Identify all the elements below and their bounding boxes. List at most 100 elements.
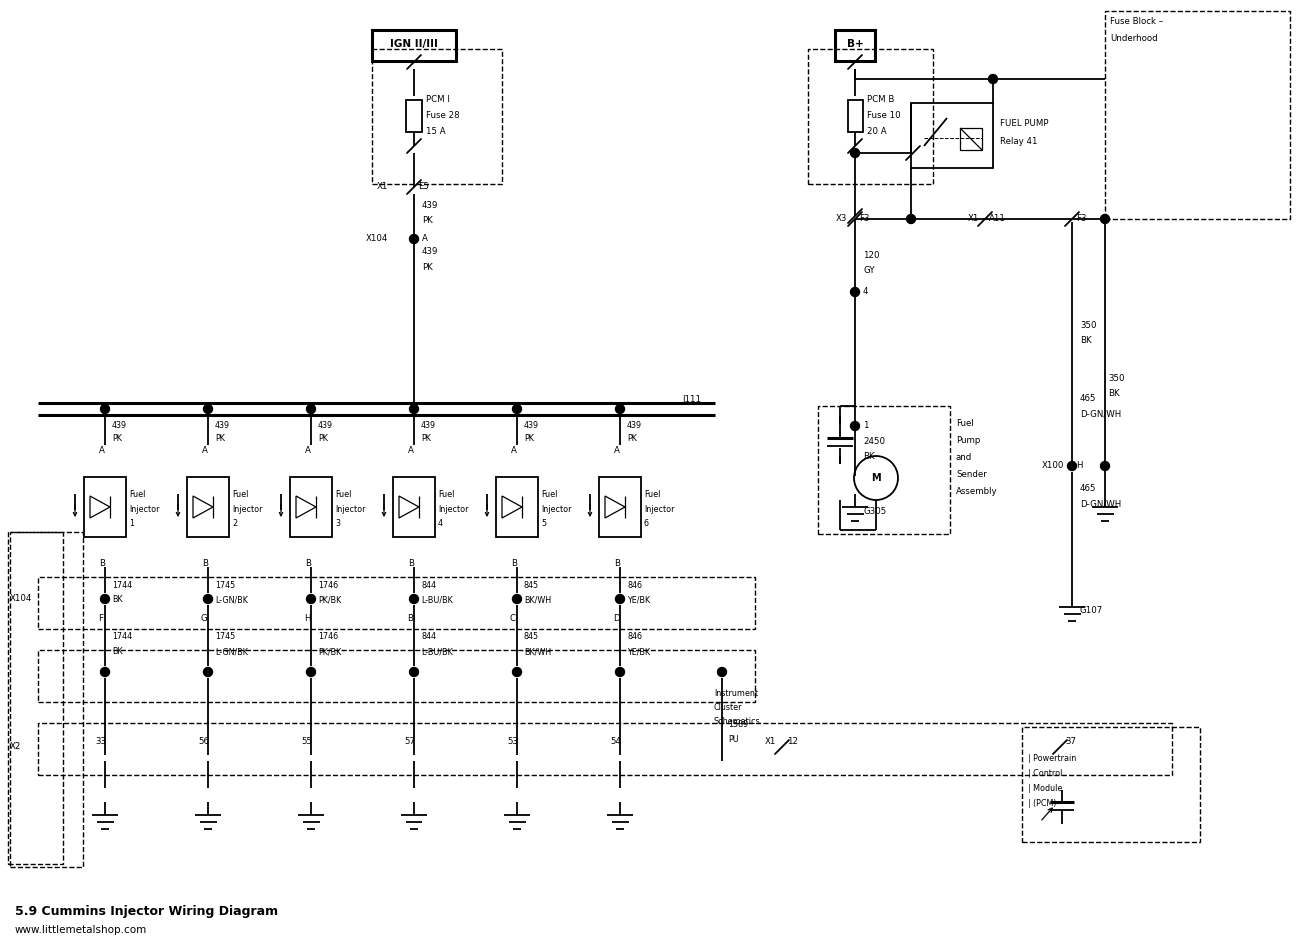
Text: B: B: [408, 559, 413, 567]
Bar: [10, 532, 83, 867]
Bar: [187, 477, 229, 537]
Text: 439: 439: [318, 420, 333, 430]
Text: BK: BK: [111, 596, 123, 604]
Text: PK: PK: [421, 434, 430, 444]
Text: PK: PK: [215, 434, 226, 444]
Text: A: A: [422, 234, 428, 244]
Text: 439: 439: [422, 201, 438, 211]
Text: BK: BK: [863, 452, 875, 462]
Text: B: B: [202, 559, 207, 567]
Circle shape: [1100, 462, 1109, 470]
Text: Injector: Injector: [232, 504, 263, 514]
Text: Pump: Pump: [956, 436, 980, 446]
Text: A: A: [305, 447, 311, 456]
Text: Fuel: Fuel: [438, 491, 455, 499]
Text: G107: G107: [1080, 606, 1103, 615]
Text: FUEL PUMP: FUEL PUMP: [1001, 120, 1048, 128]
Text: Injector: Injector: [644, 504, 674, 514]
Circle shape: [718, 667, 727, 677]
Text: A: A: [408, 447, 413, 456]
Bar: [393, 477, 435, 537]
Text: 846: 846: [627, 581, 642, 589]
Bar: [960, 128, 982, 150]
Text: 57: 57: [404, 737, 416, 747]
Text: www.littlemetalshop.com: www.littlemetalshop.com: [16, 925, 148, 935]
Circle shape: [101, 404, 109, 413]
Text: 439: 439: [215, 420, 231, 430]
Bar: [8, 532, 64, 864]
Text: PK: PK: [627, 434, 636, 444]
Text: BK: BK: [1108, 390, 1120, 398]
Text: X104: X104: [365, 234, 388, 244]
Circle shape: [101, 595, 109, 603]
Text: 1745: 1745: [215, 581, 236, 589]
Bar: [1023, 727, 1200, 842]
Text: 33: 33: [96, 737, 106, 747]
Circle shape: [616, 667, 625, 677]
Bar: [290, 477, 332, 537]
Text: 5: 5: [540, 518, 546, 528]
Text: 439: 439: [627, 420, 642, 430]
Text: PK: PK: [422, 262, 433, 272]
Text: 37: 37: [1065, 736, 1076, 746]
Text: 845: 845: [524, 632, 539, 642]
Text: 1746: 1746: [318, 581, 338, 589]
Text: Instrument: Instrument: [714, 689, 758, 699]
Text: PK: PK: [318, 434, 328, 444]
Bar: [807, 49, 933, 184]
Text: X3: X3: [836, 214, 848, 224]
Circle shape: [306, 595, 315, 603]
Text: G: G: [201, 615, 207, 623]
Bar: [599, 477, 642, 537]
Text: 465: 465: [1080, 484, 1096, 494]
Text: M: M: [871, 473, 881, 483]
Circle shape: [906, 214, 915, 224]
Circle shape: [512, 404, 521, 413]
Bar: [372, 49, 502, 184]
Text: 3: 3: [334, 518, 340, 528]
Text: J111: J111: [682, 395, 701, 403]
Text: X1: X1: [968, 214, 978, 224]
Text: PK/BK: PK/BK: [318, 596, 341, 604]
Circle shape: [203, 404, 213, 413]
Text: PCM B: PCM B: [867, 94, 894, 104]
Text: 846: 846: [627, 632, 642, 642]
Text: BK/WH: BK/WH: [524, 596, 551, 604]
Circle shape: [203, 595, 213, 603]
Text: Fuel: Fuel: [956, 419, 973, 429]
Text: Fuel: Fuel: [232, 491, 249, 499]
Text: H: H: [1076, 462, 1082, 470]
Text: 2450: 2450: [863, 437, 885, 447]
Circle shape: [616, 595, 625, 603]
Text: 55: 55: [302, 737, 312, 747]
Text: L-GN/BK: L-GN/BK: [215, 648, 248, 656]
Circle shape: [410, 595, 419, 603]
Circle shape: [512, 595, 521, 603]
Text: A: A: [614, 447, 619, 456]
Text: 844: 844: [421, 632, 435, 642]
Text: YE/BK: YE/BK: [627, 648, 651, 656]
Text: | Powertrain: | Powertrain: [1028, 754, 1076, 764]
Circle shape: [101, 667, 109, 677]
Text: L-BU/BK: L-BU/BK: [421, 596, 452, 604]
Text: 2: 2: [232, 518, 237, 528]
Text: C: C: [511, 615, 516, 623]
Text: | Control: | Control: [1028, 769, 1063, 779]
Text: 4: 4: [863, 288, 868, 296]
Text: B: B: [511, 559, 517, 567]
Bar: [818, 406, 950, 534]
Text: X100: X100: [1042, 462, 1064, 470]
Text: 5.9 Cummins Injector Wiring Diagram: 5.9 Cummins Injector Wiring Diagram: [16, 905, 279, 919]
Text: BK: BK: [111, 648, 123, 656]
Text: 465: 465: [1080, 395, 1096, 403]
Text: A: A: [511, 447, 517, 456]
Text: 15 A: 15 A: [426, 127, 446, 137]
Text: 1: 1: [130, 518, 133, 528]
Bar: [407, 100, 421, 132]
Text: Injector: Injector: [438, 504, 468, 514]
Text: 54: 54: [610, 737, 622, 747]
Text: Schematics: Schematics: [714, 717, 761, 727]
Text: GY: GY: [863, 266, 875, 276]
Text: L-GN/BK: L-GN/BK: [215, 596, 248, 604]
Circle shape: [616, 404, 625, 413]
